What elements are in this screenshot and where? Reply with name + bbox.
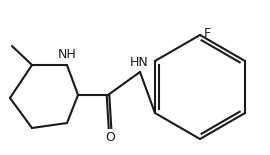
Text: F: F bbox=[204, 27, 211, 40]
Text: O: O bbox=[105, 131, 115, 144]
Text: HN: HN bbox=[130, 56, 148, 69]
Text: NH: NH bbox=[58, 49, 76, 62]
